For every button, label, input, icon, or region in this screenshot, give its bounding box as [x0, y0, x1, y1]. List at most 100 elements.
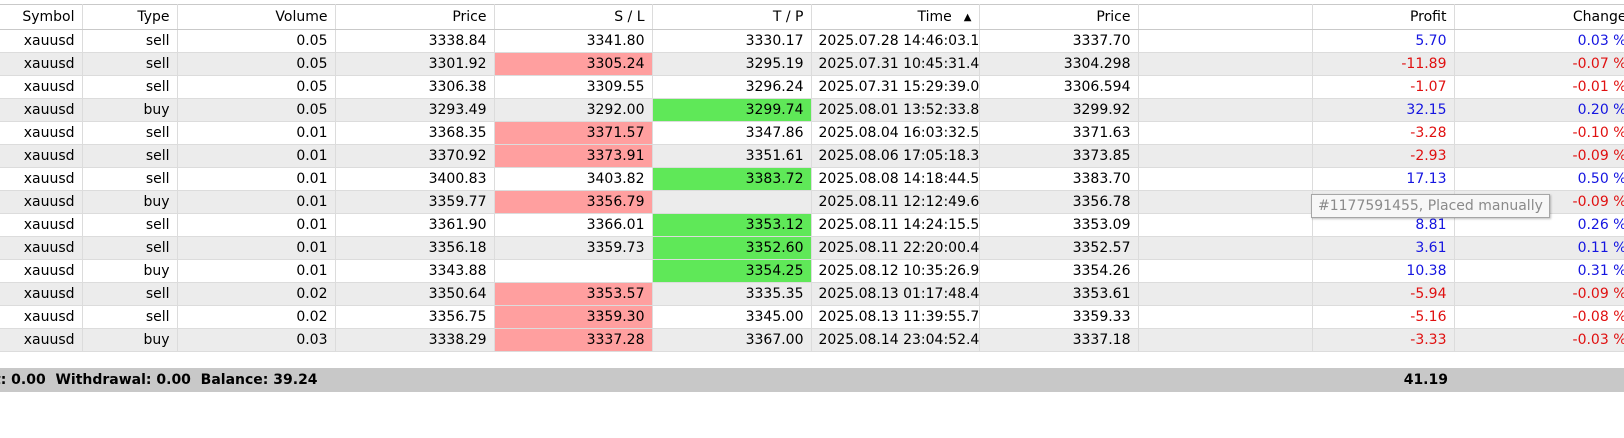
cell-volume: 0.05 — [177, 29, 336, 53]
cell-symbol: xauusd — [0, 52, 83, 76]
column-header-type[interactable]: Type — [82, 4, 178, 30]
table-row[interactable]: xauusd sell 0.05 3301.92 3305.24 3295.19 2025.… — [0, 52, 1624, 76]
column-header-current-price[interactable]: Price — [979, 4, 1139, 30]
table-row[interactable]: xauusd buy 0.05 3293.49 3292.00 3299.74 2025.0… — [0, 98, 1624, 122]
table-row[interactable]: xauusd sell 0.01 3356.18 3359.73 3352.60 2025.… — [0, 236, 1624, 260]
cell-symbol: xauusd — [0, 144, 83, 168]
cell-blank — [1138, 75, 1313, 99]
cell-type: buy — [82, 98, 178, 122]
column-header-time[interactable]: Time ▲ — [811, 4, 980, 30]
cell-profit: 3.61 — [1312, 236, 1455, 260]
cell-time: 2025.08.11 14:24:15.513 — [811, 213, 980, 237]
column-header-take-profit[interactable]: T / P — [652, 4, 812, 30]
cell-stop-loss: 3359.73 — [494, 236, 653, 260]
cell-take-profit: 3299.74 — [652, 98, 812, 122]
cell-take-profit: 3335.35 — [652, 282, 812, 306]
cell-current-price: 3354.26 — [979, 259, 1139, 283]
cell-profit: -2.93 — [1312, 144, 1455, 168]
column-header-blank[interactable] — [1138, 4, 1313, 30]
cell-volume: 0.01 — [177, 167, 336, 191]
cell-profit: 32.15 — [1312, 98, 1455, 122]
table-row[interactable]: xauusd sell 0.02 3350.64 3353.57 3335.35 2025.… — [0, 282, 1624, 306]
cell-symbol: xauusd — [0, 29, 83, 53]
cell-symbol: xauusd — [0, 328, 83, 352]
cell-profit: 8.81 — [1312, 213, 1455, 237]
cell-volume: 0.01 — [177, 144, 336, 168]
cell-symbol: xauusd — [0, 121, 83, 145]
cell-type: sell — [82, 167, 178, 191]
cell-change: 0.20 % — [1454, 98, 1624, 122]
cell-change: -0.10 % — [1454, 121, 1624, 145]
cell-open-price: 3356.18 — [335, 236, 495, 260]
cell-time: 2025.08.14 23:04:52.468 — [811, 328, 980, 352]
cell-stop-loss — [494, 259, 653, 283]
column-header-open-price[interactable]: Price — [335, 4, 495, 30]
cell-blank — [1138, 98, 1313, 122]
cell-time: 2025.08.11 12:12:49.671 — [811, 190, 980, 214]
cell-take-profit: 3383.72 — [652, 167, 812, 191]
cell-time: 2025.07.31 10:45:31.467 — [811, 52, 980, 76]
cell-open-price: 3343.88 — [335, 259, 495, 283]
table-row[interactable]: xauusd sell 0.01 3370.92 3373.91 3351.61 2025.… — [0, 144, 1624, 168]
cell-stop-loss: 3373.91 — [494, 144, 653, 168]
cell-time: 2025.08.11 22:20:00.465 — [811, 236, 980, 260]
table-row[interactable]: xauusd buy 0.03 3338.29 3337.28 3367.00 2025.0… — [0, 328, 1624, 352]
cell-current-price: 3306.594 — [979, 75, 1139, 99]
cell-type: buy — [82, 190, 178, 214]
cell-current-price: 3371.63 — [979, 121, 1139, 145]
cell-type: buy — [82, 259, 178, 283]
cell-time: 2025.08.13 01:17:48.473 — [811, 282, 980, 306]
cell-symbol: xauusd — [0, 167, 83, 191]
cell-open-price: 3359.77 — [335, 190, 495, 214]
table-row[interactable]: xauusd sell 0.05 3306.38 3309.55 3296.24 2025.… — [0, 75, 1624, 99]
cell-stop-loss: 3371.57 — [494, 121, 653, 145]
cell-change: -0.03 % — [1454, 328, 1624, 352]
cell-time: 2025.08.01 13:52:33.878 — [811, 98, 980, 122]
cell-symbol: xauusd — [0, 190, 83, 214]
cell-profit: -3.28 — [1312, 121, 1455, 145]
column-header-volume[interactable]: Volume — [177, 4, 336, 30]
column-header-symbol[interactable]: Symbol — [0, 4, 83, 30]
cell-current-price: 3373.85 — [979, 144, 1139, 168]
cell-profit: -5.94 — [1312, 282, 1455, 306]
cell-symbol: xauusd — [0, 236, 83, 260]
cell-type: sell — [82, 121, 178, 145]
cell-blank — [1138, 259, 1313, 283]
table-row[interactable]: xauusd sell 0.01 3400.83 3403.82 3383.72 2025.… — [0, 167, 1624, 191]
column-header-change[interactable]: Change — [1454, 4, 1624, 30]
table-row[interactable]: xauusd sell 0.02 3356.75 3359.30 3345.00 2025.… — [0, 305, 1624, 329]
total-profit: 41.19 — [1403, 372, 1448, 388]
cell-change: -0.01 % — [1454, 75, 1624, 99]
cell-open-price: 3301.92 — [335, 52, 495, 76]
cell-open-price: 3370.92 — [335, 144, 495, 168]
column-header-profit[interactable]: Profit — [1312, 4, 1455, 30]
cell-current-price: 3299.92 — [979, 98, 1139, 122]
table-row[interactable]: xauusd sell 0.05 3338.84 3341.80 3330.17 2025.… — [0, 29, 1624, 53]
column-header-stop-loss[interactable]: S / L — [494, 4, 653, 30]
cell-blank — [1138, 328, 1313, 352]
cell-take-profit: 3296.24 — [652, 75, 812, 99]
cell-change: -0.09 % — [1454, 282, 1624, 306]
cell-type: sell — [82, 305, 178, 329]
cell-open-price: 3350.64 — [335, 282, 495, 306]
cell-type: sell — [82, 29, 178, 53]
cell-volume: 0.01 — [177, 236, 336, 260]
cell-current-price: 3352.57 — [979, 236, 1139, 260]
table-row[interactable]: xauusd sell 0.01 3368.35 3371.57 3347.86 2025.… — [0, 121, 1624, 145]
table-row[interactable]: xauusd sell 0.01 3361.90 3366.01 3353.12 2025.… — [0, 213, 1624, 237]
order-tooltip: #1177591455, Placed manually — [1311, 194, 1550, 218]
cell-volume: 0.03 — [177, 328, 336, 352]
cell-take-profit: 3330.17 — [652, 29, 812, 53]
trade-history-table: Symbol Type Volume Price S / L T / P Tim… — [0, 4, 1624, 352]
cell-current-price: 3359.33 — [979, 305, 1139, 329]
cell-open-price: 3338.29 — [335, 328, 495, 352]
cell-type: sell — [82, 52, 178, 76]
cell-blank — [1138, 282, 1313, 306]
cell-blank — [1138, 144, 1313, 168]
table-row[interactable]: xauusd buy 0.01 3343.88 3354.25 2025.08.12 10… — [0, 259, 1624, 283]
cell-current-price: 3337.18 — [979, 328, 1139, 352]
cell-take-profit: 3354.25 — [652, 259, 812, 283]
cell-blank — [1138, 29, 1313, 53]
cell-stop-loss: 3403.82 — [494, 167, 653, 191]
cell-change: 0.26 % — [1454, 213, 1624, 237]
